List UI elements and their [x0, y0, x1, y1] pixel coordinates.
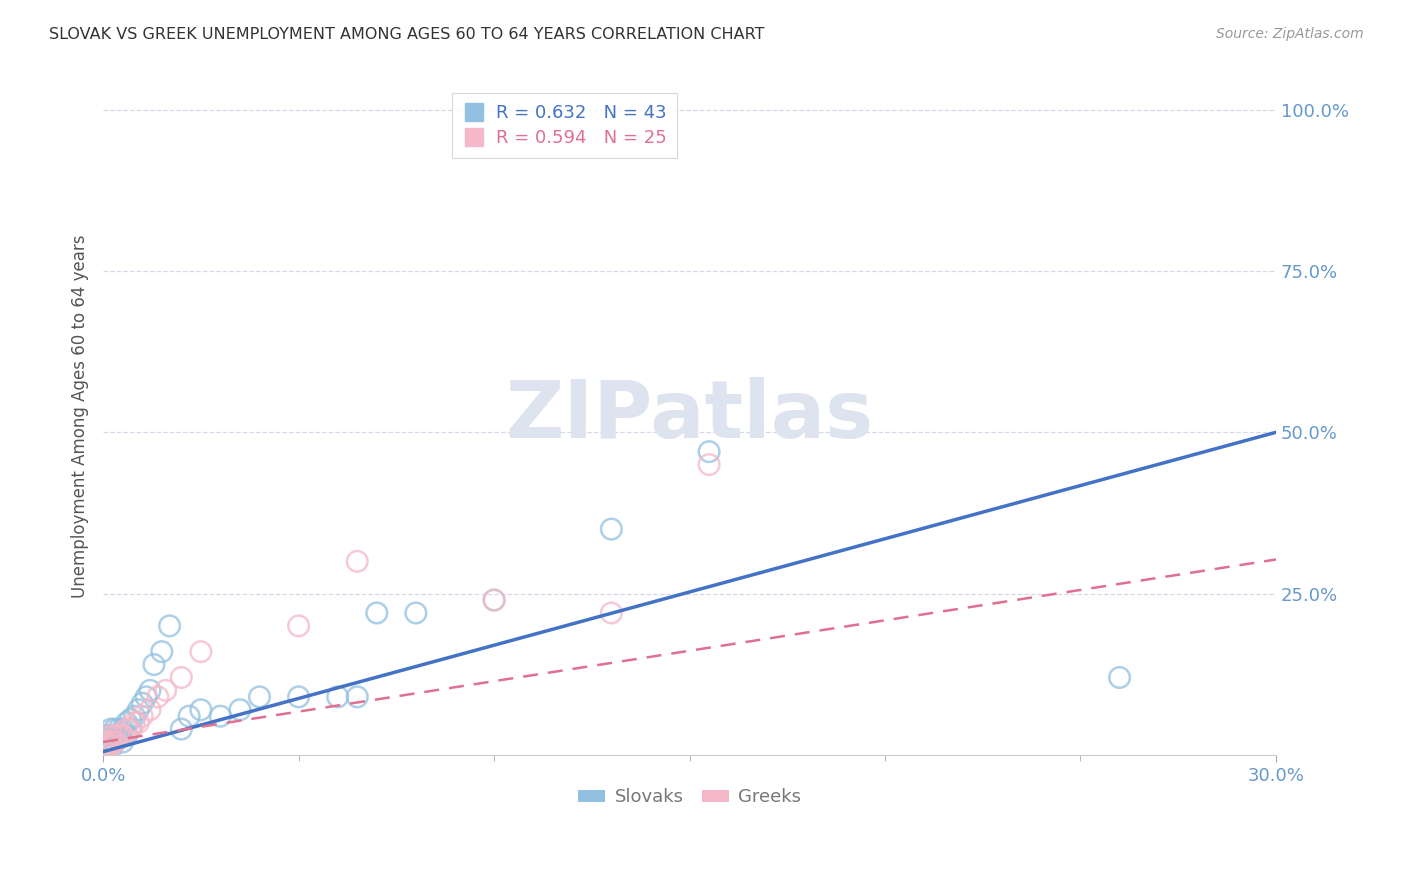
Point [131, 696, 153, 710]
Point [142, 657, 165, 672]
Point [107, 722, 129, 736]
Point [96, 741, 118, 756]
Point [150, 645, 173, 659]
Point [287, 619, 309, 633]
Point [697, 444, 720, 458]
Point [120, 713, 142, 727]
Point [697, 458, 720, 472]
Point [96, 738, 118, 752]
Text: ZIPatlas: ZIPatlas [505, 377, 873, 455]
Point [1108, 671, 1130, 685]
Legend: Slovaks, Greeks: Slovaks, Greeks [571, 781, 808, 814]
Point [135, 690, 157, 704]
Point [104, 722, 127, 736]
Point [115, 715, 138, 730]
Point [179, 709, 201, 723]
Point [100, 735, 122, 749]
Point [190, 703, 212, 717]
Point [326, 690, 349, 704]
Y-axis label: Unemployment Among Ages 60 to 64 years: Unemployment Among Ages 60 to 64 years [72, 235, 89, 598]
Point [146, 690, 169, 704]
Point [115, 729, 138, 743]
Point [124, 715, 146, 730]
Point [96, 729, 118, 743]
Point [600, 606, 623, 620]
Text: SLOVAK VS GREEK UNEMPLOYMENT AMONG AGES 60 TO 64 YEARS CORRELATION CHART: SLOVAK VS GREEK UNEMPLOYMENT AMONG AGES … [49, 27, 765, 42]
Point [115, 722, 138, 736]
Point [100, 729, 122, 743]
Point [120, 722, 142, 736]
Point [111, 722, 134, 736]
Point [346, 554, 368, 568]
Point [190, 645, 212, 659]
Point [155, 683, 177, 698]
Point [104, 729, 127, 743]
Point [100, 741, 122, 756]
Point [104, 735, 127, 749]
Point [139, 703, 162, 717]
Point [111, 735, 134, 749]
Point [131, 709, 153, 723]
Point [100, 722, 122, 736]
Point [127, 703, 149, 717]
Point [249, 690, 271, 704]
Point [107, 731, 129, 746]
Point [100, 738, 122, 752]
Point [120, 722, 142, 736]
Point [159, 619, 181, 633]
Text: Source: ZipAtlas.com: Source: ZipAtlas.com [1216, 27, 1364, 41]
Point [139, 683, 162, 698]
Point [170, 722, 193, 736]
Point [96, 741, 118, 756]
Point [124, 709, 146, 723]
Point [366, 606, 388, 620]
Point [346, 690, 368, 704]
Point [104, 735, 127, 749]
Point [482, 593, 505, 607]
Point [96, 735, 118, 749]
Point [482, 593, 505, 607]
Point [127, 715, 149, 730]
Point [107, 729, 129, 743]
Point [96, 731, 118, 746]
Point [170, 671, 193, 685]
Point [600, 522, 623, 536]
Point [287, 690, 309, 704]
Point [405, 606, 427, 620]
Point [111, 729, 134, 743]
Point [209, 709, 232, 723]
Point [100, 735, 122, 749]
Point [229, 703, 252, 717]
Point [104, 729, 127, 743]
Point [96, 738, 118, 752]
Point [96, 735, 118, 749]
Point [100, 729, 122, 743]
